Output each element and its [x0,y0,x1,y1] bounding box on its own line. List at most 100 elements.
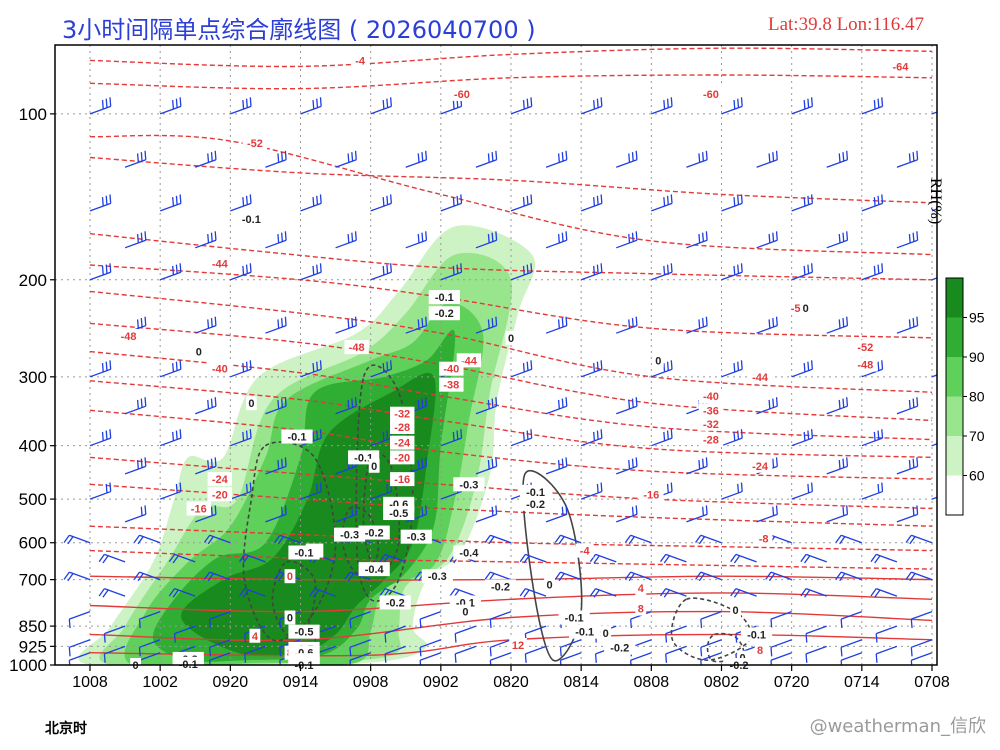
contour-label-bg [207,361,233,376]
contour-label-bg [421,569,453,584]
contour-label: -44 [461,355,478,367]
y-tick-label: 400 [19,437,47,456]
wind-barb [379,553,406,564]
wind-barb [545,150,568,168]
contour-label-bg [390,435,415,450]
colorbar-tick-label: 90 [969,349,985,365]
x-axis: 1008 1002 0920 0914 0908 0902 0820 0814 0808 0802… [72,665,950,691]
contour-label-bg [800,300,812,315]
contour-label: 4 [252,631,259,643]
wind-barb [168,553,196,564]
x-tick-label: 0902 [423,674,459,691]
contour-label: -40 [703,391,719,403]
contour-label: 0 [547,580,553,592]
wind-barb [765,571,792,582]
wind-barb [203,534,231,545]
contour-label-bg [390,406,415,421]
wind-barb [589,588,617,598]
contour-label: -8 [759,534,769,546]
contour-label-bg [449,86,475,101]
contour-label: -0.1 [435,292,454,304]
contour-label-bg [888,59,913,74]
wind-barb [89,360,112,378]
contour-label-bg [249,628,261,643]
wind-barb [230,263,252,281]
omega-contour [670,597,752,662]
wind-barb [905,571,933,582]
wind-barb [730,588,757,598]
wind-barb [489,610,512,629]
x-tick-label: 0820 [493,674,529,691]
contour-label-bg [505,330,517,345]
wind-barb [138,610,161,629]
wind-barb [349,639,371,657]
contour-label: -60 [454,89,470,101]
colorbar-segment [946,278,963,318]
wind-barb [554,571,582,582]
x-tick-label: 0914 [283,674,319,691]
contour-label: 0 [732,605,738,617]
contour-label-bg [544,577,555,592]
y-tick-label: 925 [19,637,47,656]
wind-barb [616,231,638,249]
contour-label-bg [449,595,481,610]
wind-barb [800,553,827,564]
wind-barb [659,553,687,564]
contour-label-bg [652,353,664,368]
wind-barb [580,194,603,212]
wind-barb [826,316,849,334]
wind-barb [510,97,533,115]
contour-label-bg [740,627,773,642]
contour-label-bg [754,643,766,658]
contour-label-bg [186,501,211,516]
wind-barb [896,397,919,415]
contour-label-bg [390,472,415,487]
contour-label: -0.1 [747,629,766,641]
contour-label-bg [698,86,724,101]
contour-label-bg [698,416,724,431]
contour-label-bg [569,624,601,639]
y-tick-label: 200 [19,271,47,290]
contour-label-bg [519,496,552,511]
wind-barb [405,505,428,523]
contour-label-bg [207,256,233,271]
wind-barb [265,457,287,475]
contour-label: -0.4 [459,548,479,560]
contour-label: -28 [394,422,410,434]
wind-barb [63,571,91,582]
wind-barb [168,588,196,598]
wind-barb [419,639,442,657]
wind-barb [265,505,287,523]
wind-barb [700,610,722,629]
wind-barb [686,457,708,475]
wind-barb [265,397,287,415]
contour-label: -24 [394,438,411,450]
contour-label: -4 [355,55,366,67]
contour-label: 8 [638,604,644,616]
wind-barb [440,429,463,447]
wind-barb [195,457,217,475]
wind-barb [659,588,687,598]
contour-label-bg [754,531,773,546]
wind-barb [695,571,722,582]
wind-barb [624,571,652,582]
contour-label: -24 [212,474,229,486]
contour-label: -0.1 [354,452,373,464]
wind-barb [770,610,792,629]
contour-label: -0.5 [295,627,314,639]
contour-label: -36 [703,405,719,417]
wind-barb [665,625,687,643]
contour-label: -44 [212,259,229,271]
isotherm-line [89,525,933,552]
chart-title: 3小时间隔单点综合廓线图 ( 2026040700 ) [62,16,536,44]
isotherm-line [89,47,933,68]
wind-barb [124,231,147,249]
wind-barb [931,277,937,281]
wind-barb [545,316,568,334]
wind-barb [440,263,463,281]
wind-barb [875,625,898,643]
wind-barb [554,534,582,545]
wind-barb [800,588,827,598]
contour-label: -48 [121,331,137,343]
